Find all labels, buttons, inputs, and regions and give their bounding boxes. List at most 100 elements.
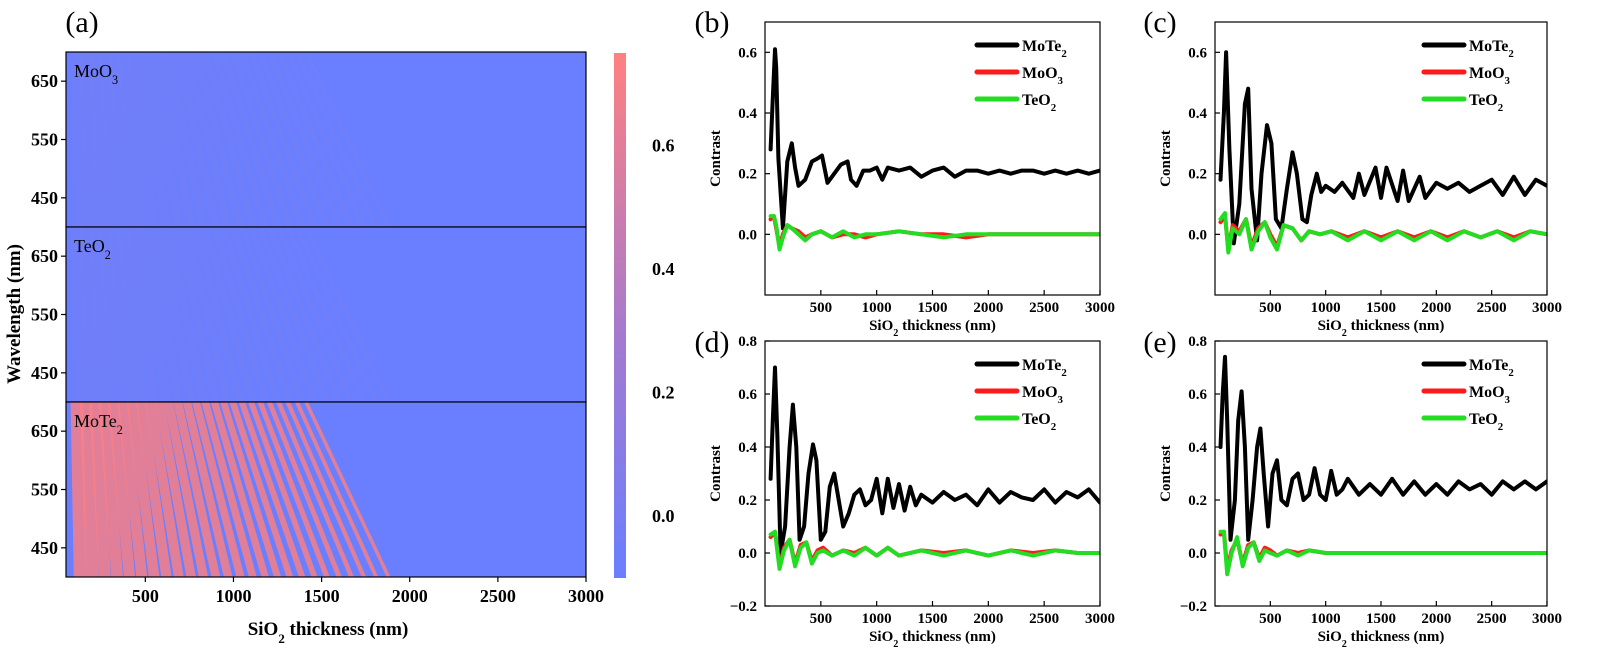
heatmap-fringe (164, 227, 209, 402)
y-tick-label: 0.2 (1188, 493, 1207, 509)
heatmap-fringe (154, 402, 196, 577)
heatmap-fringe (135, 227, 172, 402)
heatmap-background (66, 227, 586, 402)
colorbar-tick-label: 0.6 (652, 136, 675, 156)
x-tick-label: 3000 (1085, 611, 1115, 627)
heatmap-fringe (276, 402, 355, 577)
line-chart-d: (d) −0.2 0.0 0.2 0.4 0.6 0.8 500 1000 1500 2000 250… (695, 326, 1115, 650)
legend-label-teo2: TeO2 (1022, 92, 1056, 114)
heatmap-fringe (79, 227, 99, 402)
colorbar (614, 53, 626, 578)
x-axis-label: SiO2 thickness (nm) (869, 318, 996, 339)
series-line-teo2 (768, 214, 1100, 252)
x-tick-label: 3000 (1085, 300, 1115, 316)
heatmap-fringe (173, 402, 221, 577)
y-tick-label: 550 (31, 480, 58, 500)
y-tick-label: 0.2 (1188, 167, 1207, 183)
x-tick-label: 500 (132, 586, 159, 606)
heatmap-fringe (107, 227, 136, 402)
heatmap-fringe (266, 402, 342, 577)
heatmap-fringe (248, 52, 318, 227)
series-line-mote2 (768, 47, 1100, 231)
y-tick-label: 0.0 (738, 546, 757, 562)
x-tick-label: 2500 (480, 586, 516, 606)
y-tick-label: 0.0 (1188, 227, 1207, 243)
heatmap-fringe (285, 227, 367, 402)
x-tick-label: 2500 (1477, 300, 1507, 316)
heatmap-fringe (107, 52, 136, 227)
y-tick-label: 0.4 (738, 440, 757, 456)
heatmap-background (66, 52, 586, 227)
heatmap-fringe (89, 402, 111, 577)
y-tick-label: 0.6 (1188, 387, 1207, 403)
heatmap-fringe (126, 227, 160, 402)
heatmap-fringe (182, 227, 233, 402)
x-tick-label: 2000 (973, 300, 1003, 316)
line-chart-e: (e) −0.2 0.0 0.2 0.4 0.6 0.8 500 1000 1500 2000 250… (1143, 326, 1562, 650)
legend-label-moo3: MoO3 (1469, 384, 1511, 406)
heatmap-fringe (238, 402, 306, 577)
x-tick-label: 1000 (862, 611, 892, 627)
x-axis-label: SiO2 thickness (nm) (869, 629, 996, 650)
x-tick-label: 1500 (1366, 300, 1396, 316)
x-tick-label: 500 (810, 300, 833, 316)
y-tick-label: 650 (31, 246, 58, 266)
x-axis-label-a: SiO2 thickness (nm) (248, 619, 409, 646)
x-tick-label: 2500 (1477, 611, 1507, 627)
series-line-mote2 (1218, 354, 1547, 542)
x-tick-label: 1500 (918, 300, 948, 316)
plot-area (1218, 50, 1547, 255)
x-tick-label: 1000 (862, 300, 892, 316)
heatmap-fringe (201, 227, 257, 402)
y-tick-label: 450 (31, 538, 58, 558)
heatmap-fringe (285, 402, 367, 577)
heatmap-fringe (304, 52, 391, 227)
heatmap-fringe (248, 402, 318, 577)
heatmap-fringe (135, 52, 172, 227)
heatmap-fringe (285, 52, 367, 227)
heatmap-fringe (220, 52, 282, 227)
heatmap-fringe (276, 52, 355, 227)
series-line-teo2 (768, 529, 1100, 571)
legend-label-mote2: MoTe2 (1022, 38, 1067, 60)
x-tick-label: 2000 (1421, 300, 1451, 316)
heatmap-fringe (98, 402, 123, 577)
y-tick-label: 450 (31, 188, 58, 208)
heatmap-fringe (173, 52, 221, 227)
heatmap-fringe (70, 227, 87, 402)
y-tick-label: 450 (31, 363, 58, 383)
heatmap-fringe (192, 52, 245, 227)
legend-label-mote2: MoTe2 (1469, 357, 1514, 379)
x-tick-label: 1500 (918, 611, 948, 627)
series-line-teo2 (1218, 211, 1547, 255)
heatmap-fringe (229, 52, 294, 227)
x-tick-label: 2500 (1029, 611, 1059, 627)
y-axis-label: Contrast (708, 445, 724, 502)
panel-label-d: (d) (695, 326, 730, 359)
heatmap-fringe (98, 227, 123, 402)
heatmap-fringe (145, 227, 184, 402)
heatmap-fringe (182, 52, 233, 227)
panel-label-c: (c) (1143, 6, 1176, 39)
heatmap-mote2: MoTe2 450 550 650 (31, 401, 587, 578)
subpanel-label-teo2: TeO2 (74, 236, 111, 262)
y-tick-label: 0.8 (738, 334, 757, 350)
y-tick-label: 0.4 (1188, 440, 1207, 456)
line-chart-b: (b) 0.0 0.2 0.4 0.6 500 1000 1500 2000 2500 3000 Si… (695, 6, 1115, 339)
heatmap-fringe (154, 227, 196, 402)
heatmap-fringe (126, 402, 160, 577)
heatmap-fringe (294, 402, 379, 577)
heatmap-fringe (294, 52, 379, 227)
heatmap-fringe (257, 52, 330, 227)
x-tick-label: 2000 (392, 586, 428, 606)
heatmap-fringe (164, 402, 209, 577)
heatmap-fringe (276, 227, 355, 402)
x-axis-label: SiO2 thickness (nm) (1318, 629, 1445, 650)
heatmap-fringe (70, 52, 87, 227)
heatmap-teo2: TeO2 450 550 650 (31, 226, 587, 403)
heatmap-fringe (304, 402, 391, 577)
heatmap-fringe (266, 227, 342, 402)
x-tick-label: 2000 (1421, 611, 1451, 627)
y-tick-label: 650 (31, 71, 58, 91)
